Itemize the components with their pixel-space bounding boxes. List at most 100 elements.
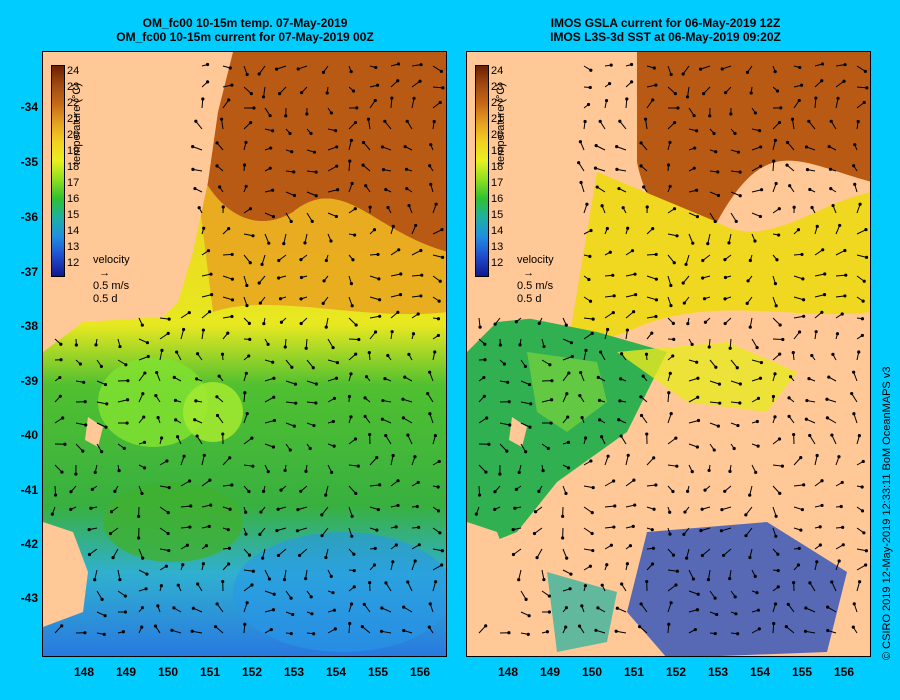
current-arrowhead [695,445,700,449]
current-arrowhead [59,358,63,362]
current-arrowhead [417,543,421,547]
current-arrowhead [248,337,252,341]
current-arrowhead [268,114,272,118]
current-arrowhead [853,143,857,147]
current-arrowhead [776,568,780,573]
current-arrow [682,65,690,75]
current-arrowhead [336,188,340,192]
current-arrowhead [605,226,609,231]
current-arrowhead [498,472,502,476]
current-arrowhead [230,83,234,87]
current-arrowhead [578,394,582,398]
current-arrowhead [799,456,803,460]
current-arrow [751,338,758,348]
current-arrowhead [259,510,263,514]
current-arrowhead [244,510,248,514]
current-arrow [348,140,352,151]
current-arrowhead [829,119,833,123]
current-arrowhead [591,317,595,321]
current-arrowhead [583,119,587,124]
current-arrowhead [734,612,738,616]
current-arrow [348,161,351,172]
current-arrowhead [394,543,398,547]
current-arrowhead [650,528,654,532]
current-arrowhead [511,552,516,557]
current-arrowhead [744,534,748,538]
x-tick-right: 148 [497,665,519,679]
current-arrow [625,455,629,466]
current-arrowhead [332,608,337,612]
left-cbar-tick: 16 [67,193,80,205]
current-arrowhead [748,325,752,329]
current-arrowhead [334,214,338,219]
right-cbar-tick: 13 [491,241,504,253]
current-arrowhead [564,491,568,496]
current-arrow [201,479,211,487]
current-arrow [411,274,422,277]
current-arrowhead [493,322,497,326]
current-arrowhead [566,415,570,419]
current-arrowhead [716,424,720,428]
current-arrowhead [351,258,355,262]
current-arrowhead [693,146,697,150]
current-arrow [688,396,698,403]
current-arrowhead [524,597,528,601]
current-arrowhead [160,348,164,352]
current-arrowhead [380,145,385,149]
current-arrowhead [589,68,593,72]
current-arrow [117,569,121,580]
current-arrowhead [860,485,864,489]
current-arrowhead [621,206,625,210]
current-arrowhead [78,362,83,366]
current-arrowhead [671,553,676,557]
current-arrowhead [140,606,145,610]
current-arrowhead [141,392,145,396]
current-arrowhead [314,170,318,174]
current-arrowhead [427,625,431,629]
current-arrow [285,401,296,404]
current-arrowhead [487,442,491,446]
current-arrowhead [773,415,777,419]
current-arrowhead [380,417,384,421]
current-arrowhead [438,279,442,283]
current-arrowhead [546,446,550,450]
current-arrowhead [406,580,410,584]
current-arrow [707,569,711,580]
current-arrowhead [803,629,808,633]
current-arrowhead [860,317,865,321]
current-arrowhead [267,577,272,581]
current-arrowhead [721,553,726,557]
current-arrowhead [517,470,521,475]
current-arrowhead [840,480,844,485]
current-arrowhead [267,241,271,245]
current-arrowhead [311,366,315,370]
current-arrowhead [777,233,781,237]
current-arrow [687,86,690,97]
current-arrowhead [228,456,232,460]
current-arrowhead [588,85,592,90]
velocity-title: velocity [517,254,554,266]
current-arrowhead [757,627,761,631]
current-arrow [321,506,329,516]
current-arrowhead [805,168,810,172]
current-arrowhead [599,350,603,354]
current-arrowhead [669,283,673,288]
current-arrow [369,457,378,466]
current-arrowhead [760,188,764,192]
current-arrowhead [625,562,630,566]
current-arrowhead [676,106,680,110]
current-arrowhead [331,591,335,595]
current-arrowhead [292,424,296,428]
current-arrow [583,350,587,361]
current-arrowhead [654,277,658,281]
current-arrow [263,86,266,97]
current-arrowhead [669,411,673,416]
current-arrowhead [619,352,624,356]
current-arrowhead [651,227,655,231]
current-arrowhead [258,301,262,305]
current-arrowhead [706,242,710,246]
current-arrowhead [493,507,497,512]
current-arrowhead [215,164,219,168]
left-title-line1: OM_fc00 10-15m temp. 07-May-2019 [142,16,348,30]
current-arrowhead [377,298,382,302]
